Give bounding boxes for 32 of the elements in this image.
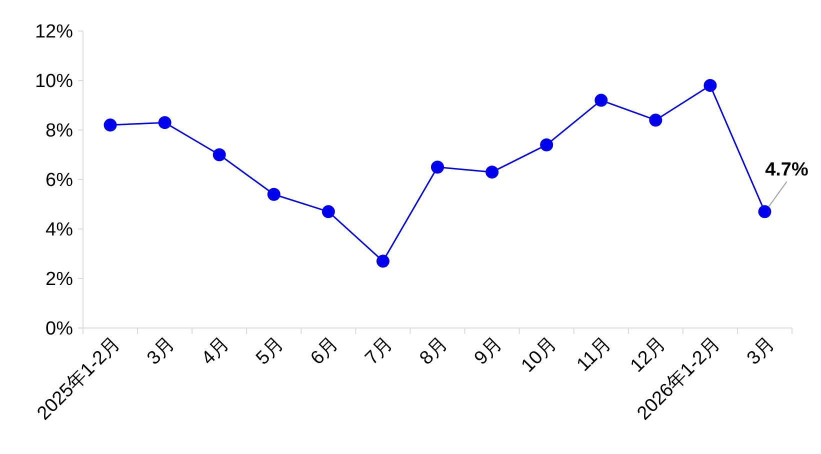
x-tick-label: 4月 (198, 333, 234, 370)
point (540, 138, 554, 152)
data-label: 4.7% (765, 160, 808, 181)
x-tick-label: 7月 (361, 333, 398, 370)
y-tick-label: 12% (34, 22, 74, 43)
x-tick-label: 3月 (743, 333, 779, 370)
point (758, 205, 772, 218)
x-tick-label: 3月 (143, 333, 180, 370)
point (704, 78, 717, 92)
y-tick-label: 2% (46, 269, 74, 290)
y-tick-label: 6% (46, 170, 74, 192)
point (649, 114, 662, 127)
point (322, 205, 335, 218)
point (104, 118, 117, 132)
x-tick-label: 12月 (626, 333, 670, 377)
point (267, 188, 280, 201)
y-tick-label: 0% (46, 318, 74, 340)
y-tick-label: 8% (46, 120, 74, 142)
y-tick-label: 4% (46, 220, 74, 241)
point (212, 148, 226, 162)
x-tick-label: 10月 (518, 333, 561, 377)
point (594, 94, 608, 107)
x-tick-label: 6月 (306, 333, 343, 370)
x-tick-label: 8月 (416, 333, 452, 370)
x-tick-label: 11月 (573, 333, 616, 376)
point (158, 116, 172, 130)
point (431, 160, 444, 174)
x-tick-label: 9月 (470, 333, 506, 370)
y-tick-label: 10% (34, 71, 74, 92)
x-tick-label: 5月 (252, 333, 288, 370)
point (376, 254, 390, 268)
point (486, 166, 499, 179)
